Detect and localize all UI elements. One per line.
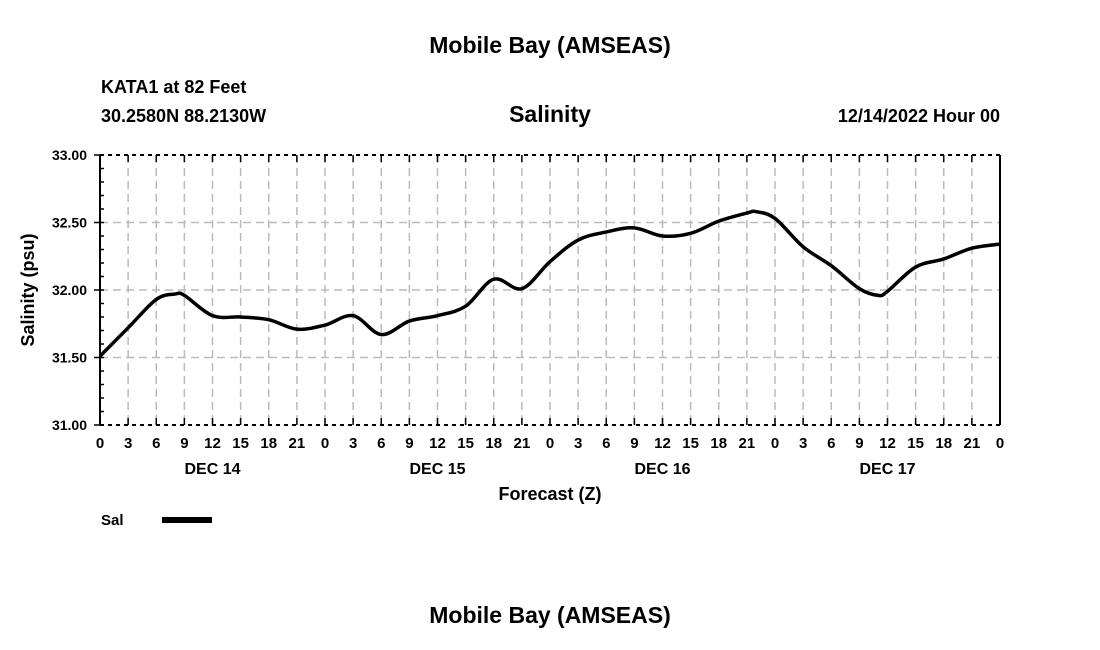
y-axis-label: Salinity (psu)	[18, 233, 38, 346]
variable-title: Salinity	[509, 101, 591, 127]
x-axis-label: Forecast (Z)	[498, 484, 601, 504]
x-tick-label: 3	[574, 435, 582, 452]
x-tick-label: 3	[124, 435, 132, 452]
y-tick-label: 32.50	[52, 215, 87, 231]
y-tick-label: 33.00	[52, 147, 87, 163]
day-label: DEC 17	[859, 461, 915, 478]
x-tick-label: 12	[429, 435, 446, 452]
chart-title: Mobile Bay (AMSEAS)	[429, 32, 671, 58]
station-label: KATA1 at 82 Feet	[101, 77, 247, 97]
day-label: DEC 14	[184, 461, 240, 478]
x-tick-label: 0	[771, 435, 779, 452]
x-tick-label: 12	[879, 435, 896, 452]
x-tick-label: 6	[152, 435, 160, 452]
x-tick-label: 12	[654, 435, 671, 452]
x-tick-label: 18	[710, 435, 727, 452]
x-tick-label: 0	[996, 435, 1004, 452]
series	[98, 209, 1001, 358]
x-tick-label: 9	[405, 435, 413, 452]
x-tick-label: 6	[602, 435, 610, 452]
x-tick-label: 0	[546, 435, 554, 452]
x-tick-label: 21	[964, 435, 981, 452]
x-tick-label: 3	[349, 435, 357, 452]
day-label: DEC 15	[409, 461, 465, 478]
x-tick-label: 9	[180, 435, 188, 452]
x-tick-label: 18	[485, 435, 502, 452]
x-tick-label: 15	[682, 435, 699, 452]
y-tick-label: 31.50	[52, 350, 87, 366]
x-tick-label: 15	[457, 435, 474, 452]
y-tick-label: 31.00	[52, 417, 87, 433]
day-label: DEC 16	[634, 461, 690, 478]
x-tick-label: 6	[827, 435, 835, 452]
legend-label: Sal	[101, 512, 124, 529]
station-coords: 30.2580N 88.2130W	[101, 106, 267, 126]
x-tick-label: 12	[204, 435, 221, 452]
footer-title: Mobile Bay (AMSEAS)	[429, 602, 671, 628]
x-tick-label: 6	[377, 435, 385, 452]
x-tick-label: 3	[799, 435, 807, 452]
grid	[100, 155, 1000, 425]
x-tick-label: 0	[321, 435, 329, 452]
y-tick-label: 32.00	[52, 282, 87, 298]
x-tick-label: 21	[514, 435, 531, 452]
x-tick-label: 9	[630, 435, 638, 452]
x-tick-label: 0	[96, 435, 104, 452]
x-tick-label: 18	[935, 435, 952, 452]
x-tick-label: 21	[739, 435, 756, 452]
x-tick-label: 15	[907, 435, 924, 452]
series-line-sal	[98, 209, 1001, 358]
x-tick-label: 9	[855, 435, 863, 452]
forecast-datetime: 12/14/2022 Hour 00	[837, 106, 1000, 126]
x-tick-label: 18	[260, 435, 277, 452]
ticks: 0 3 6 9 12 15 18 21 0 3 6 9 12 15 18 21 0 3 6 9 12 15 18 21 0 3 6 9…	[52, 147, 1004, 478]
x-tick-label: 15	[232, 435, 249, 452]
x-tick-label: 21	[289, 435, 306, 452]
